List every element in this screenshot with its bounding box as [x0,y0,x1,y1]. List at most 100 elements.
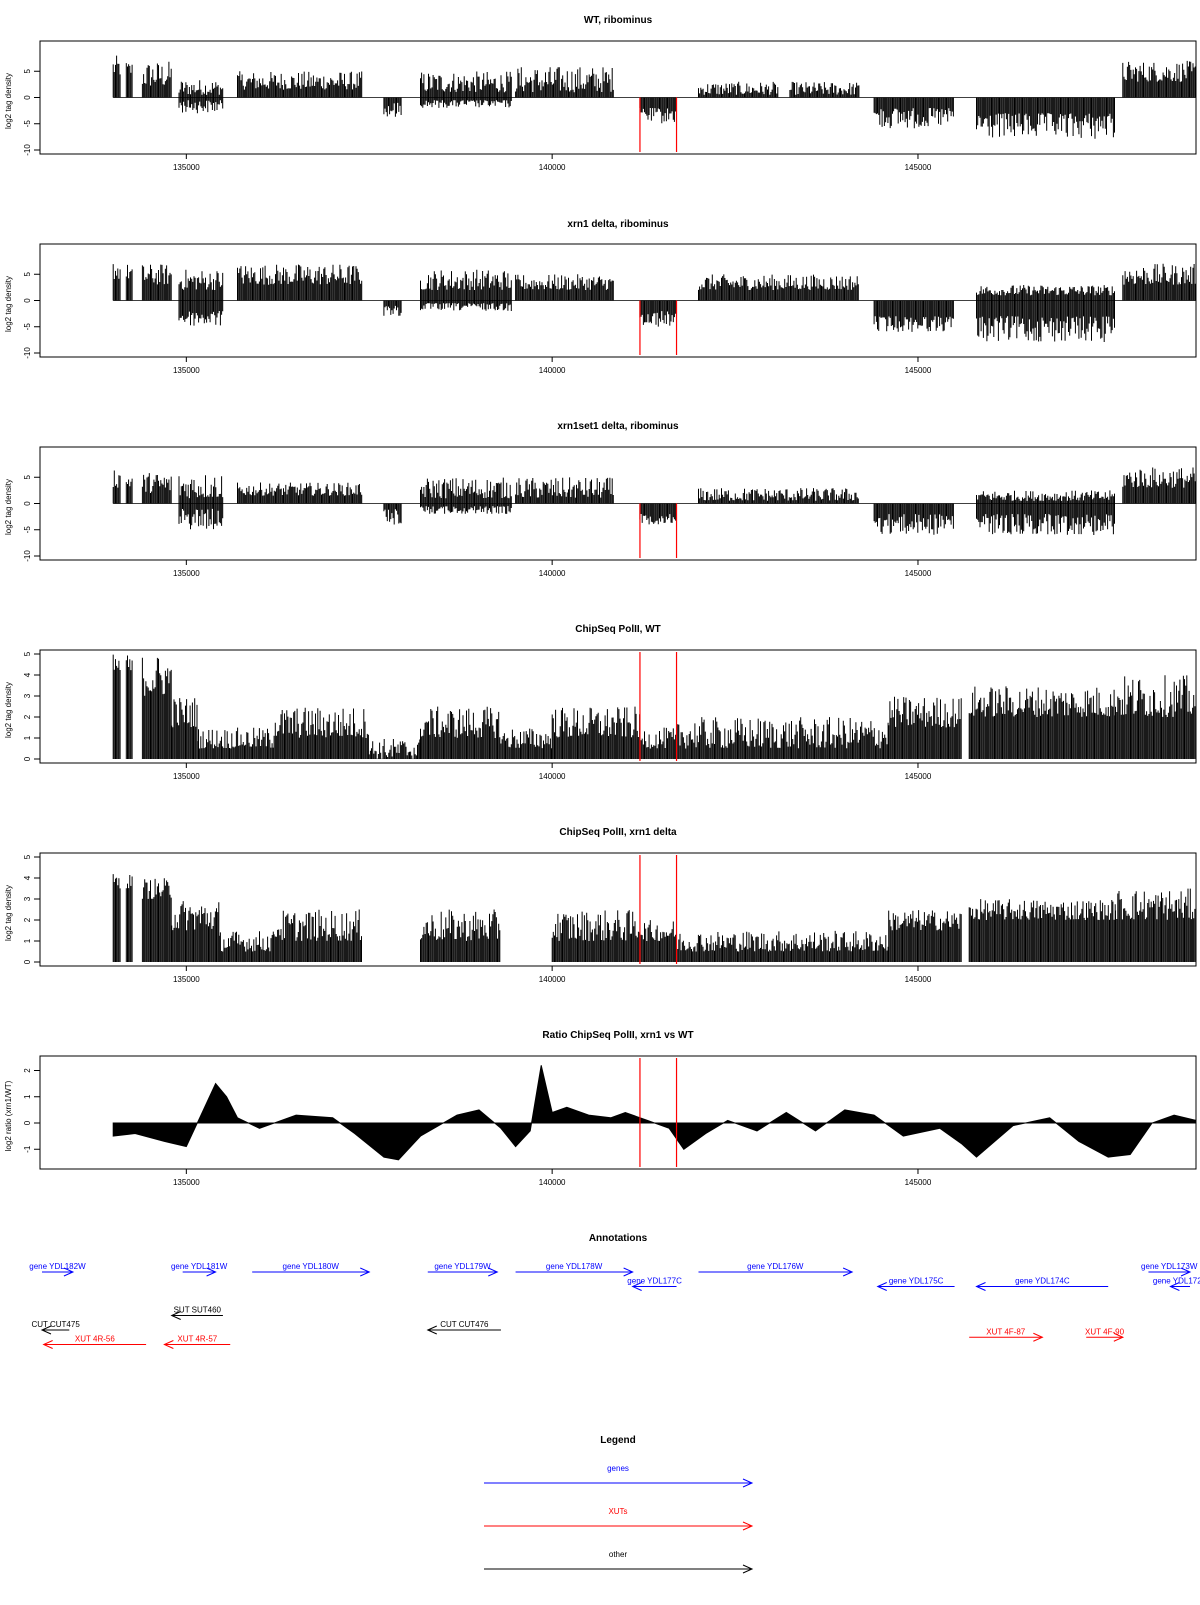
arrow-head-icon [742,1478,754,1488]
signal-bars [141,473,172,504]
signal-bars [141,657,172,759]
signal-bars [125,875,133,962]
signal-bars [368,739,421,759]
signal-bars [698,81,779,98]
x-tick-label: 140000 [539,1178,566,1187]
signal-bars [141,264,172,301]
signal-bars [420,706,501,759]
signal-bars [515,274,614,301]
y-axis-label: log2 ratio (xrn1/WT) [4,1080,13,1151]
x-tick-label: 145000 [905,366,932,375]
x-tick-label: 145000 [905,975,932,984]
x-tick-label: 140000 [539,163,566,172]
y-tick-label: 1 [23,1094,32,1099]
annotation-items: gene YDL182W gene YDL181W gene YDL180W gene… [29,1262,1200,1349]
arrow-head-icon [1169,1282,1180,1291]
signal-bars [178,300,224,326]
x-tick-label: 145000 [905,772,932,781]
y-tick-label: 0 [23,1120,32,1125]
signal-bars [515,477,614,504]
legend-label: XUTs [608,1507,627,1516]
y-tick-label: 0 [23,756,32,761]
y-axis-label: log2 tag density [4,276,13,332]
plot-frame [39,649,1197,764]
arrow-head-icon [42,1340,53,1349]
x-tick-label: 140000 [539,569,566,578]
x-tick-label: 145000 [905,569,932,578]
plot-area: 0 1 2 3 4 5 135000 140000 145000 [23,854,1196,984]
legend: Legend genes XUTs other [484,1435,754,1574]
arrow-head-icon [360,1267,371,1277]
y-axis-label: log2 tag density [4,479,13,535]
signal-bars [551,706,641,759]
arrow-head-icon [623,1267,634,1277]
signal-bars [383,97,402,117]
signal-bars [968,686,1116,759]
annotation-label: gene YDL177C [627,1277,682,1286]
panel-xrn1-ribominus: xrn1 delta, ribominus log2 tag density -… [4,219,1197,375]
x-tick-label: 135000 [173,163,200,172]
signal-bars [171,901,220,962]
signal-bars [237,71,363,98]
arrow-head-icon [1180,1267,1192,1277]
y-tick-label: 0 [23,298,32,303]
arrow-head-icon [742,1521,754,1531]
panel-xrn1set1-ribominus: xrn1set1 delta, ribominus log2 tag densi… [4,421,1197,578]
signal-bars [873,503,954,535]
signal-bars [112,874,121,962]
panel-title: ChipSeq PolII, xrn1 delta [559,827,677,838]
arrow-head-icon [876,1282,887,1291]
signal-bars [273,707,369,759]
signal-bars [420,909,501,962]
signal-bars [420,477,512,504]
panel-title: ChipSeq PolII, WT [575,624,661,635]
signal-bars [196,727,274,759]
signal-bars [237,264,363,301]
panel-title: xrn1 delta, ribominus [567,219,669,230]
y-tick-label: -5 [23,526,32,534]
signal-bars [420,97,512,108]
panel-chipseq-wt: ChipSeq PolII, WT log2 tag density 0 1 2 3 4… [4,624,1197,781]
annotation-label: XUT 4R-56 [75,1335,115,1344]
arrow-head-icon [1033,1332,1044,1342]
y-tick-label: 0 [23,501,32,506]
y-axis-label: log2 tag density [4,682,13,738]
annotation-label: gene YDL178W [546,1262,603,1271]
signal-bars [789,81,860,98]
y-tick-label: 5 [23,854,32,859]
signal-bars [1115,675,1196,759]
annotation-label: SUT SUT460 [174,1306,222,1315]
signal-bars [639,97,677,124]
signal-bars [968,899,1116,962]
signal-bars [873,97,954,129]
signal-bars [178,269,224,301]
y-tick-label: 0 [23,959,32,964]
arrow-head-icon [842,1267,854,1277]
arrow-head-icon [170,1311,181,1320]
signal-bars [112,470,121,504]
y-tick-label: -5 [23,120,32,128]
y-axis-label: log2 tag density [4,885,13,941]
plot-frame [39,852,1197,967]
y-tick-label: 5 [23,68,32,73]
annotations-track: Annotations gene YDL182W gene YDL181W gene… [29,1233,1200,1349]
arrow-head-icon [163,1340,174,1349]
signal-bars [888,696,962,759]
annotations-title: Annotations [589,1233,648,1244]
arrow-head-icon [975,1282,986,1291]
annotation-label: gene YDL181W [171,1262,228,1271]
signal-bars [976,97,1115,139]
y-tick-label: 3 [23,896,32,901]
annotation-label: CUT CUT476 [440,1320,489,1329]
signal-bars [383,503,402,525]
signal-bars [237,482,363,504]
signal-bars [141,61,172,98]
y-axis-label: log2 tag density [4,73,13,129]
y-tick-label: 1 [23,938,32,943]
arrow-head-icon [206,1267,217,1277]
y-tick-label: 5 [23,474,32,479]
panel-title: WT, ribominus [584,15,653,26]
signal-bars [141,878,172,962]
signal-bars [1122,467,1196,504]
